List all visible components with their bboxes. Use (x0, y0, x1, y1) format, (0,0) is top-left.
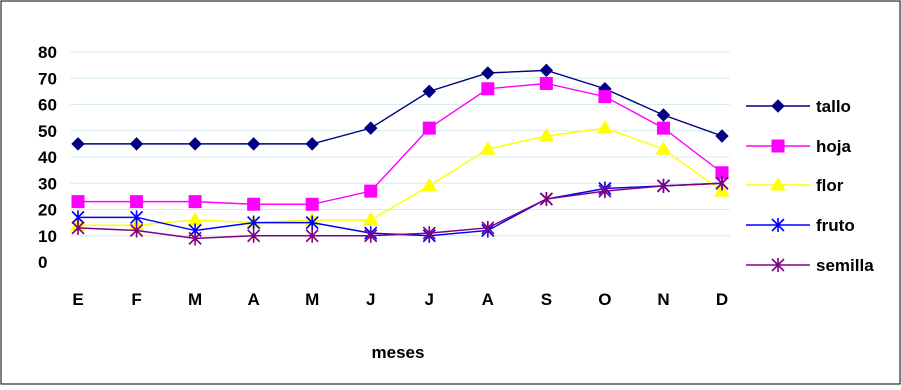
legend-item: semilla (746, 256, 874, 275)
y-tick-label: 70 (38, 69, 57, 88)
data-point (481, 66, 495, 80)
x-tick-label: J (425, 290, 434, 309)
data-point (539, 192, 553, 206)
data-point (188, 137, 202, 151)
data-point (305, 197, 319, 211)
data-point (247, 197, 261, 211)
series-lines (70, 63, 730, 246)
data-point (422, 121, 436, 135)
data-point (421, 177, 438, 192)
x-tick-label: M (305, 290, 319, 309)
legend: tallo hoja flor fruto semilla (746, 97, 874, 275)
x-tick-label: D (716, 290, 728, 309)
x-tick-label: O (598, 290, 611, 309)
x-tick-label: S (541, 290, 552, 309)
x-tick-label: E (72, 290, 83, 309)
x-tick-label: J (366, 290, 375, 309)
data-point (481, 220, 495, 235)
legend-item: hoja (746, 137, 851, 156)
series-line (78, 82, 723, 205)
data-point (71, 220, 85, 235)
legend-marker (771, 139, 785, 153)
legend-item: tallo (746, 97, 851, 116)
data-point (598, 184, 612, 199)
series-hoja (71, 77, 729, 211)
data-point (188, 195, 202, 209)
data-point (71, 195, 85, 209)
y-tick-label: 10 (38, 227, 57, 246)
x-tick-label: A (247, 290, 259, 309)
data-point (479, 141, 496, 155)
data-point (422, 84, 436, 99)
data-point (188, 231, 202, 246)
data-point (247, 215, 261, 230)
legend-label: hoja (816, 137, 851, 156)
data-point (71, 137, 85, 151)
x-tick-label: A (482, 290, 494, 309)
data-point (598, 90, 612, 104)
data-point (305, 137, 319, 151)
legend-label: fruto (816, 216, 855, 235)
data-point (539, 63, 554, 78)
data-point (364, 121, 378, 135)
series-line (78, 69, 723, 145)
data-point (129, 210, 144, 225)
data-point (305, 228, 319, 243)
y-tick-label: 80 (38, 43, 57, 62)
data-point (656, 121, 670, 135)
y-tick-label: 60 (38, 96, 57, 115)
data-point (481, 82, 495, 96)
legend-marker (771, 99, 785, 113)
y-tick-label: 30 (38, 174, 57, 193)
series-line (77, 182, 723, 240)
data-point (422, 226, 436, 241)
legend-label: semilla (816, 256, 874, 275)
data-point (129, 137, 144, 151)
data-point (130, 195, 144, 209)
legend-label: flor (816, 176, 844, 195)
data-point (539, 77, 553, 90)
data-point (246, 137, 261, 151)
data-point (656, 178, 671, 193)
x-axis-label: meses (372, 343, 425, 362)
y-tick-label: 40 (38, 148, 57, 167)
data-point (362, 212, 379, 226)
data-point (597, 120, 613, 134)
data-point (364, 228, 378, 243)
data-point (715, 129, 729, 143)
legend-item: fruto (746, 216, 855, 235)
legend-item: flor (746, 176, 844, 195)
x-tick-label: N (657, 290, 669, 309)
data-point (538, 128, 555, 142)
y-tick-label: 50 (38, 122, 57, 141)
x-tick-label: F (131, 290, 141, 309)
y-axis-ticks: 0 10 20 30 40 50 60 70 80 (38, 43, 57, 272)
data-point (655, 141, 672, 155)
y-tick-label: 0 (38, 253, 47, 272)
data-point (656, 108, 671, 122)
legend-marker (771, 218, 785, 232)
series-tallo (71, 63, 729, 151)
data-point (364, 184, 378, 198)
series-semilla (71, 176, 729, 246)
series-line (78, 127, 723, 226)
legend-marker (771, 258, 785, 272)
legend-label: tallo (816, 97, 851, 116)
gridlines (70, 51, 730, 237)
data-point (247, 228, 261, 243)
legend-marker (770, 177, 786, 191)
data-point (715, 176, 729, 191)
y-tick-label: 20 (38, 201, 57, 220)
x-tick-label: M (188, 290, 202, 309)
data-point (305, 215, 319, 230)
data-point (129, 223, 144, 238)
